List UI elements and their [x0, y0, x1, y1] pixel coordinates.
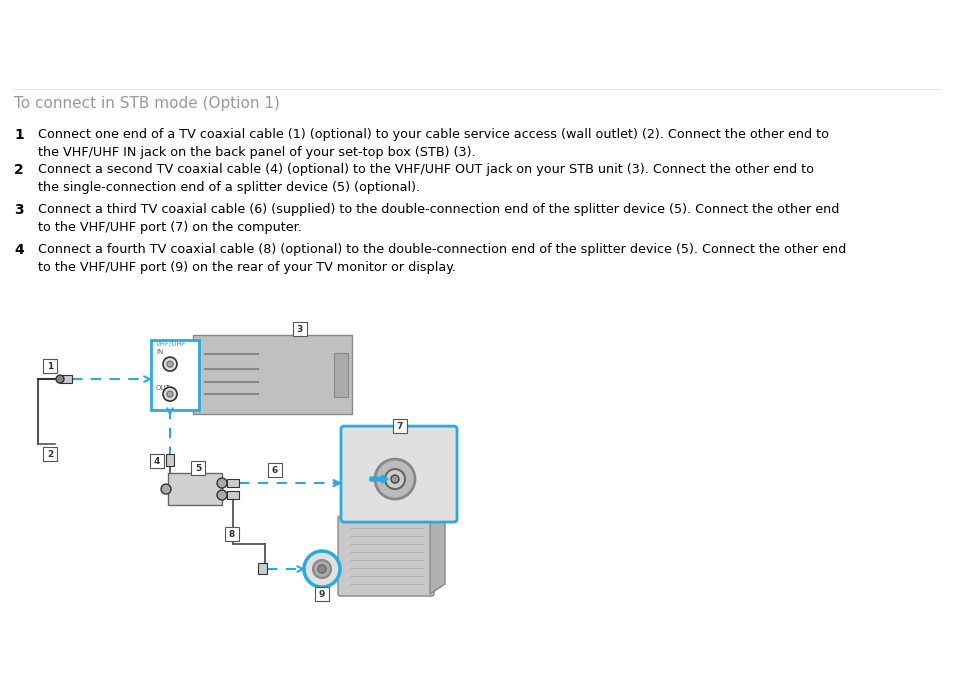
FancyBboxPatch shape: [191, 461, 205, 475]
Text: Connect a second TV coaxial cable (4) (optional) to the VHF/UHF OUT jack on your: Connect a second TV coaxial cable (4) (o…: [38, 163, 813, 194]
Text: 9: 9: [318, 590, 325, 599]
FancyBboxPatch shape: [168, 473, 222, 505]
Circle shape: [216, 478, 227, 488]
Circle shape: [161, 484, 171, 494]
Polygon shape: [919, 20, 927, 40]
FancyBboxPatch shape: [268, 463, 282, 477]
Circle shape: [167, 361, 172, 367]
FancyBboxPatch shape: [293, 322, 307, 336]
Text: 5: 5: [194, 464, 201, 472]
Text: 3: 3: [296, 325, 303, 334]
Text: 53: 53: [903, 42, 923, 58]
FancyBboxPatch shape: [225, 527, 239, 541]
Text: OUT: OUT: [156, 385, 171, 391]
Text: To connect in STB mode (Option 1): To connect in STB mode (Option 1): [14, 96, 279, 111]
Text: 6: 6: [272, 466, 278, 474]
Circle shape: [216, 490, 227, 500]
FancyBboxPatch shape: [334, 353, 348, 397]
FancyBboxPatch shape: [257, 563, 267, 574]
Text: IN: IN: [156, 349, 163, 355]
Polygon shape: [339, 509, 444, 519]
FancyBboxPatch shape: [60, 375, 71, 383]
FancyBboxPatch shape: [337, 516, 434, 596]
FancyBboxPatch shape: [393, 419, 407, 433]
Polygon shape: [899, 20, 907, 40]
FancyBboxPatch shape: [227, 479, 239, 487]
Text: IO: IO: [34, 23, 78, 57]
Text: 2: 2: [47, 450, 53, 458]
Text: Connect a third TV coaxial cable (6) (supplied) to the double-connection end of : Connect a third TV coaxial cable (6) (su…: [38, 203, 839, 234]
Text: 7: 7: [396, 422, 403, 431]
Text: 2: 2: [14, 163, 24, 177]
Text: Connect one end of a TV coaxial cable (1) (optional) to your cable service acces: Connect one end of a TV coaxial cable (1…: [38, 128, 828, 159]
Text: 3: 3: [14, 203, 24, 217]
FancyBboxPatch shape: [150, 454, 164, 468]
Circle shape: [304, 551, 339, 587]
Text: 8: 8: [229, 530, 234, 539]
Text: 4: 4: [153, 456, 160, 466]
Circle shape: [167, 391, 172, 397]
FancyBboxPatch shape: [43, 359, 57, 373]
Text: Connect a fourth TV coaxial cable (8) (optional) to the double-connection end of: Connect a fourth TV coaxial cable (8) (o…: [38, 243, 845, 274]
FancyBboxPatch shape: [340, 426, 456, 522]
FancyBboxPatch shape: [193, 335, 352, 414]
FancyBboxPatch shape: [314, 587, 329, 601]
Circle shape: [163, 357, 177, 371]
Polygon shape: [430, 509, 444, 594]
Circle shape: [391, 475, 398, 483]
Circle shape: [56, 375, 64, 383]
Text: 1: 1: [14, 128, 24, 142]
Text: 1: 1: [47, 362, 53, 371]
Text: 4: 4: [14, 243, 24, 257]
FancyBboxPatch shape: [227, 491, 239, 499]
Circle shape: [317, 565, 326, 573]
Text: Using Your VAIO Computer: Using Your VAIO Computer: [792, 67, 939, 78]
FancyBboxPatch shape: [43, 447, 57, 461]
FancyBboxPatch shape: [166, 454, 173, 466]
Circle shape: [385, 469, 405, 489]
Text: VHF/UHF: VHF/UHF: [156, 341, 187, 347]
FancyBboxPatch shape: [151, 340, 199, 410]
Circle shape: [375, 459, 415, 499]
Circle shape: [313, 560, 331, 578]
FancyArrow shape: [370, 475, 388, 483]
Circle shape: [163, 387, 177, 401]
